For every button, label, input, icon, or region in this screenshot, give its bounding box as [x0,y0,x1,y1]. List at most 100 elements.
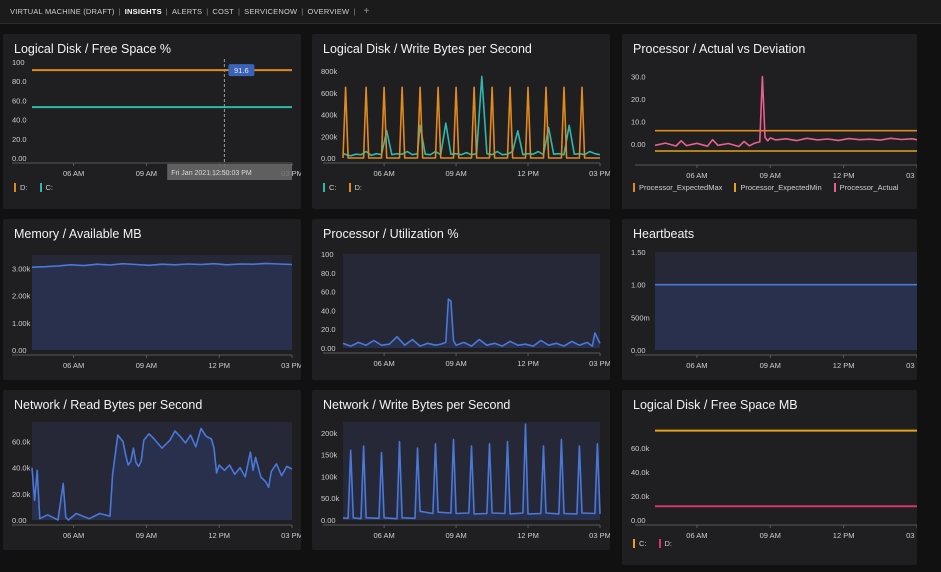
nav-tab-overview[interactable]: OVERVIEW [307,7,350,16]
y-tick-label: 80.0 [321,269,336,278]
y-tick-label: 0.00 [631,516,646,525]
legend-item[interactable]: D: [348,183,363,192]
series-line[interactable] [342,423,601,520]
y-tick-label: 3.00k [12,265,31,274]
chart-tile[interactable]: Logical Disk / Write Bytes per Second 800… [312,34,610,209]
series-line[interactable] [654,75,917,148]
nav-tab-alerts[interactable]: ALERTS [171,7,203,16]
nav-tab-insights[interactable]: INSIGHTS [124,7,162,16]
y-tick-label: 0.00 [321,344,336,353]
chart-tile[interactable]: Heartbeats 1.50 1.00 500m 0.00 06 AM 09 AM 12 P… [622,219,917,380]
y-tick-label: 100k [321,472,338,481]
x-tick-label: 03 PM [589,359,610,368]
x-tick-label: 09 AM [445,359,466,368]
y-tick-label: 0.00 [12,154,27,163]
y-tick-label: 10.0 [631,118,646,127]
y-tick-label: 0.00 [321,154,336,163]
x-tick-label: 09 AM [760,531,781,540]
nav-tab-servicenow[interactable]: SERVICENOW [244,7,298,16]
legend-item[interactable]: Processor_Actual [833,183,898,192]
legend-label: C: [639,539,647,548]
x-tick-label: 09 AM [136,531,157,540]
legend-item[interactable]: D: [14,183,28,192]
y-tick-label: 100 [12,58,25,67]
chart-tile[interactable]: Logical Disk / Free Space MB 60.0k 40.0k 20… [622,390,917,565]
plot-area [343,254,600,348]
x-tick-label: 06 AM [63,531,84,540]
y-tick-label: 150k [321,451,338,460]
y-tick-label: 1.00 [631,281,646,290]
y-tick-label: 400k [321,111,338,120]
legend-swatch [658,539,661,548]
tooltip-time-box [167,164,292,180]
chart-svg: 60.0k 40.0k 20.0k 0.00 06 AM 09 AM 12 PM 03 PM [12,422,301,540]
x-tick-label: 12 PM [833,171,855,180]
series-line[interactable] [342,86,600,159]
legend-item[interactable]: Processor_ExpectedMin [734,183,822,192]
x-tick-label: 03 PM [281,531,301,540]
series-line[interactable] [342,298,601,347]
legend-label: Processor_ExpectedMin [740,183,822,192]
legend-item[interactable]: C: [633,539,647,548]
x-tick-label: 06 AM [686,531,707,540]
chart-tile[interactable]: Network / Read Bytes per Second 60.0k 40.0… [3,390,301,550]
legend-item[interactable]: D: [658,539,673,548]
series-area-fill [32,263,292,350]
x-tick-label: 06 AM [373,531,394,540]
series-line[interactable] [31,427,293,521]
legend-label: D: [664,539,673,548]
x-tick-label: 03 PM [906,171,917,180]
x-tick-label: 06 AM [686,361,707,370]
legend-swatch [323,183,325,192]
tile-title: Logical Disk / Free Space MB [633,398,798,412]
legend-swatch [633,183,635,192]
nav-tab-cost[interactable]: COST [212,7,234,16]
y-tick-label: 60.0 [12,96,27,105]
legend-item[interactable]: Processor_ExpectedMax [633,183,722,192]
tooltip-time: Fri Jan 2021 12:50:03 PM [171,170,252,177]
y-tick-label: 80.0 [12,77,27,86]
legend-item[interactable]: C: [323,183,337,192]
y-tick-label: 50.0k [321,494,340,503]
y-tick-label: 60.0 [321,288,336,297]
nav-separator: | [118,7,121,16]
nav-separator: | [301,7,304,16]
tile-title: Logical Disk / Write Bytes per Second [323,42,532,56]
chart-tile[interactable]: Memory / Available MB 3.00k 2.00k 1.00k 0.00… [3,219,301,380]
y-tick-label: 500m [631,313,650,322]
nav-separator: | [165,7,168,16]
chart-legend: Processor_ExpectedMax Processor_ExpectedM… [633,183,910,192]
legend-swatch [633,539,635,548]
chart-svg: 800k 600k 400k 200k 0.00 06 AM 09 AM 12 PM 03 PM [321,67,610,178]
y-tick-label: 60.0k [12,438,31,447]
y-tick-label: 200k [321,132,338,141]
legend-label: D: [354,183,363,192]
chart-svg: 30.0 20.0 10.0 0.00 06 AM 09 AM 12 PM 03 PM [631,73,917,180]
chart-tile[interactable]: Network / Write Bytes per Second 200k 150k… [312,390,610,550]
y-tick-label: 1.00k [12,319,31,328]
nav-separator: | [206,7,209,16]
legend-item[interactable]: C: [39,183,54,192]
x-tick-label: 06 AM [63,169,84,178]
y-tick-label: 20.0 [12,135,27,144]
series-line[interactable] [31,262,293,268]
y-tick-label: 40.0 [12,116,27,125]
x-tick-label: 09 AM [136,361,157,370]
add-tab-icon[interactable]: + [363,6,370,17]
y-tick-label: 0.00 [12,346,27,355]
tile-title: Processor / Actual vs Deviation [633,42,806,56]
x-tick-label: 12 PM [833,531,855,540]
x-tick-label: 12 PM [517,169,539,178]
chart-tile[interactable]: Processor / Actual vs Deviation 30.0 20.0 1… [622,34,917,209]
y-tick-label: 40.0k [12,464,31,473]
y-tick-label: 20.0k [631,492,650,501]
legend-label: D: [20,183,28,192]
nav-tab-virtual-machine-draft[interactable]: VIRTUAL MACHINE (DRAFT) [10,7,115,16]
series-area-fill [343,424,600,520]
legend-swatch [348,183,351,192]
legend-label: C: [45,183,54,192]
chart-tile[interactable]: Logical Disk / Free Space % 100 80.0 60.0 40… [3,34,301,209]
chart-svg: 3.00k 2.00k 1.00k 0.00 06 AM 09 AM 12 PM 03 PM [12,255,301,370]
chart-tile[interactable]: Processor / Utilization % 100 80.0 60.0 40.0… [312,219,610,380]
